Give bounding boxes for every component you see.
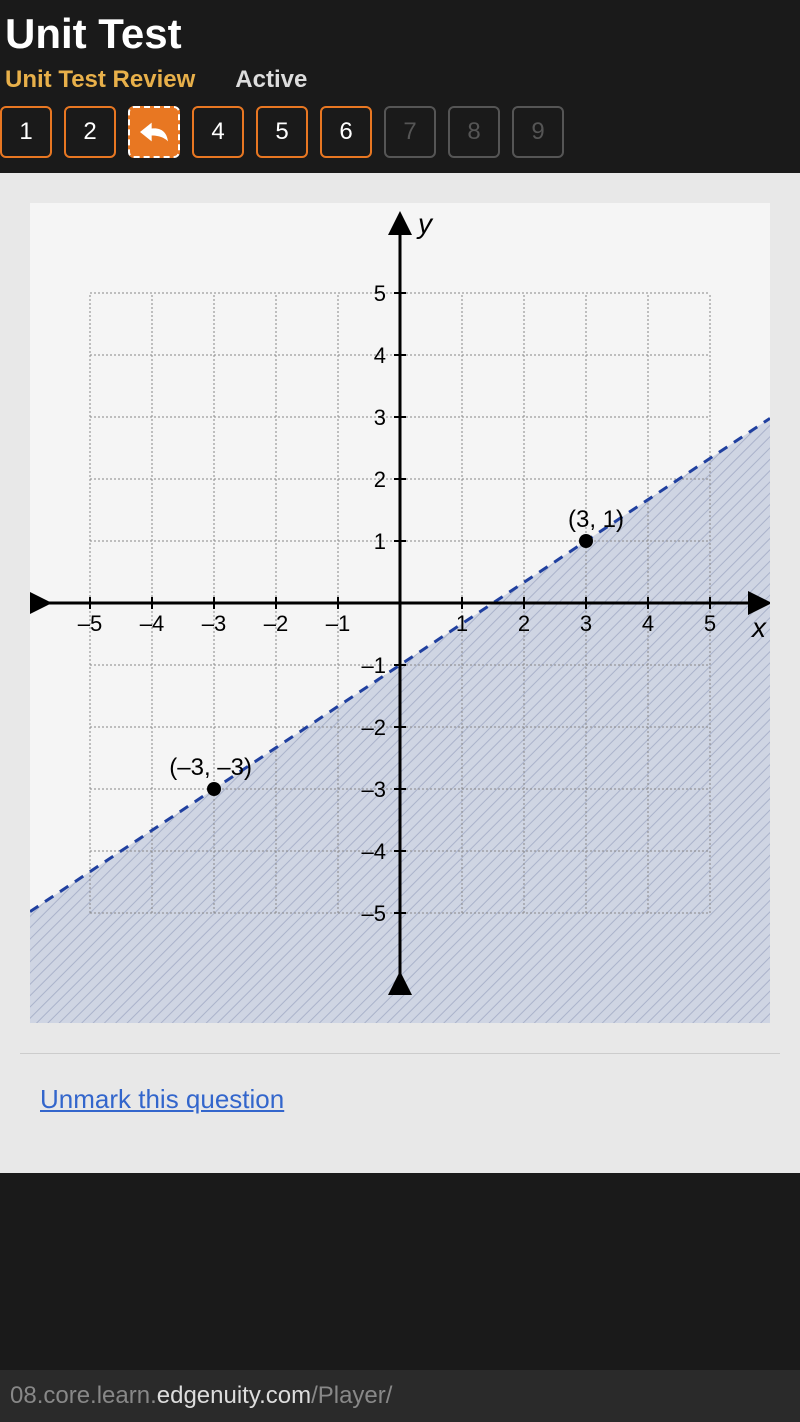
svg-text:5: 5 <box>704 611 716 636</box>
nav-current[interactable] <box>128 106 180 158</box>
svg-text:–2: –2 <box>362 715 386 740</box>
svg-text:(3, 1): (3, 1) <box>568 506 624 533</box>
svg-text:4: 4 <box>642 611 654 636</box>
url-prefix: 08.core.learn. <box>10 1382 157 1409</box>
page-title: Unit Test <box>0 10 800 58</box>
nav-item-6[interactable]: 6 <box>320 106 372 158</box>
svg-text:2: 2 <box>374 467 386 492</box>
nav-item-1[interactable]: 1 <box>0 106 52 158</box>
nav-item-5[interactable]: 5 <box>256 106 308 158</box>
svg-text:3: 3 <box>374 405 386 430</box>
content-area: –5 –4 –3 –2 –1 1 2 3 4 5 –5 –4 –3 –2 –1 1 2 3 4 5 y x (–3, –3)… <box>0 173 800 1173</box>
svg-text:3: 3 <box>580 611 592 636</box>
svg-text:–2: –2 <box>264 611 288 636</box>
svg-text:–4: –4 <box>140 611 164 636</box>
graph: –5 –4 –3 –2 –1 1 2 3 4 5 –5 –4 –3 –2 –1 1 2 3 4 5 y x (–3, –3)… <box>30 203 770 1023</box>
question-nav: 12 456789 <box>0 106 800 173</box>
svg-text:–3: –3 <box>362 777 386 802</box>
reply-icon <box>140 122 168 142</box>
svg-text:–4: –4 <box>362 839 386 864</box>
svg-text:y: y <box>416 208 434 239</box>
url-domain: edgenuity.com <box>157 1382 311 1409</box>
svg-text:–5: –5 <box>362 901 386 926</box>
svg-text:4: 4 <box>374 343 386 368</box>
svg-text:–1: –1 <box>326 611 350 636</box>
svg-text:–5: –5 <box>78 611 102 636</box>
status-label: Active <box>235 66 307 94</box>
nav-item-8: 8 <box>448 106 500 158</box>
svg-text:2: 2 <box>518 611 530 636</box>
subtitle: Unit Test Review <box>5 66 195 94</box>
svg-text:x: x <box>750 612 767 643</box>
svg-text:–1: –1 <box>362 653 386 678</box>
svg-text:–3: –3 <box>202 611 226 636</box>
url-bar: 08.core.learn.edgenuity.com/Player/ <box>0 1370 800 1422</box>
unmark-link[interactable]: Unmark this question <box>20 1053 780 1115</box>
svg-text:5: 5 <box>374 281 386 306</box>
nav-item-7: 7 <box>384 106 436 158</box>
url-path: /Player/ <box>311 1382 392 1409</box>
nav-item-9: 9 <box>512 106 564 158</box>
graph-svg: –5 –4 –3 –2 –1 1 2 3 4 5 –5 –4 –3 –2 –1 1 2 3 4 5 y x (–3, –3)… <box>30 203 770 1023</box>
svg-text:1: 1 <box>456 611 468 636</box>
nav-item-4[interactable]: 4 <box>192 106 244 158</box>
header: Unit Test Unit Test Review Active 12 4567… <box>0 0 800 173</box>
svg-text:1: 1 <box>374 529 386 554</box>
svg-text:(–3, –3): (–3, –3) <box>169 754 252 781</box>
subtitle-row: Unit Test Review Active <box>0 58 800 106</box>
nav-item-2[interactable]: 2 <box>64 106 116 158</box>
